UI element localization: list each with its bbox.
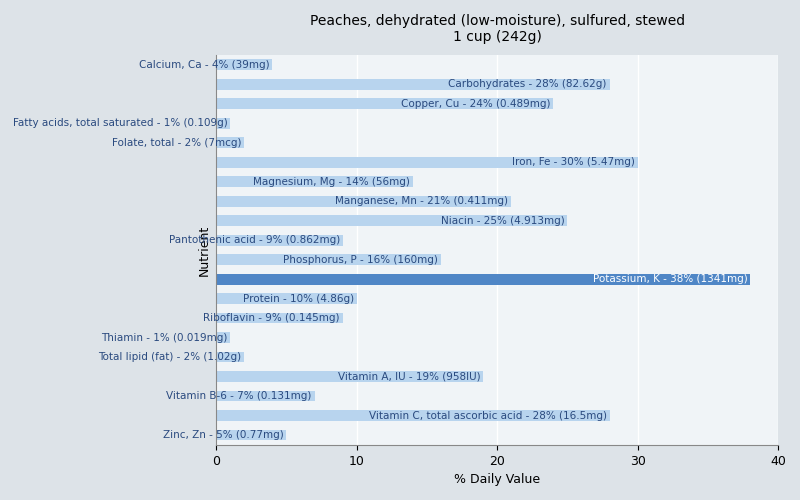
- X-axis label: % Daily Value: % Daily Value: [454, 473, 540, 486]
- Text: Folate, total - 2% (7mcg): Folate, total - 2% (7mcg): [112, 138, 242, 147]
- Text: Riboflavin - 9% (0.145mg): Riboflavin - 9% (0.145mg): [203, 313, 340, 323]
- Text: Vitamin C, total ascorbic acid - 28% (16.5mg): Vitamin C, total ascorbic acid - 28% (16…: [369, 410, 606, 420]
- Bar: [216, 98, 554, 109]
- Text: Pantothenic acid - 9% (0.862mg): Pantothenic acid - 9% (0.862mg): [169, 235, 340, 245]
- Bar: [216, 294, 357, 304]
- Title: Peaches, dehydrated (low-moisture), sulfured, stewed
1 cup (242g): Peaches, dehydrated (low-moisture), sulf…: [310, 14, 685, 44]
- Bar: [216, 79, 610, 90]
- Text: Copper, Cu - 24% (0.489mg): Copper, Cu - 24% (0.489mg): [401, 98, 550, 108]
- Text: Protein - 10% (4.86g): Protein - 10% (4.86g): [242, 294, 354, 304]
- Text: Zinc, Zn - 5% (0.77mg): Zinc, Zn - 5% (0.77mg): [163, 430, 284, 440]
- Text: Magnesium, Mg - 14% (56mg): Magnesium, Mg - 14% (56mg): [254, 176, 410, 186]
- Text: Fatty acids, total saturated - 1% (0.109g): Fatty acids, total saturated - 1% (0.109…: [13, 118, 227, 128]
- Bar: [216, 371, 483, 382]
- Bar: [216, 138, 244, 148]
- Bar: [216, 390, 314, 402]
- Bar: [216, 118, 230, 128]
- Text: Iron, Fe - 30% (5.47mg): Iron, Fe - 30% (5.47mg): [512, 157, 635, 167]
- Bar: [216, 157, 638, 168]
- Text: Calcium, Ca - 4% (39mg): Calcium, Ca - 4% (39mg): [139, 60, 270, 70]
- Text: Carbohydrates - 28% (82.62g): Carbohydrates - 28% (82.62g): [449, 79, 606, 89]
- Text: Total lipid (fat) - 2% (1.02g): Total lipid (fat) - 2% (1.02g): [98, 352, 242, 362]
- Text: Potassium, K - 38% (1341mg): Potassium, K - 38% (1341mg): [593, 274, 747, 284]
- Text: Phosphorus, P - 16% (160mg): Phosphorus, P - 16% (160mg): [283, 254, 438, 264]
- Bar: [216, 196, 511, 206]
- Bar: [216, 235, 342, 246]
- Bar: [216, 216, 567, 226]
- Text: Vitamin B-6 - 7% (0.131mg): Vitamin B-6 - 7% (0.131mg): [166, 391, 312, 401]
- Y-axis label: Nutrient: Nutrient: [198, 224, 210, 276]
- Bar: [216, 274, 750, 284]
- Text: Niacin - 25% (4.913mg): Niacin - 25% (4.913mg): [441, 216, 565, 226]
- Bar: [216, 430, 286, 440]
- Bar: [216, 60, 273, 70]
- Bar: [216, 352, 244, 362]
- Text: Manganese, Mn - 21% (0.411mg): Manganese, Mn - 21% (0.411mg): [335, 196, 509, 206]
- Bar: [216, 410, 610, 421]
- Bar: [216, 254, 441, 265]
- Text: Thiamin - 1% (0.019mg): Thiamin - 1% (0.019mg): [101, 332, 227, 342]
- Text: Vitamin A, IU - 19% (958IU): Vitamin A, IU - 19% (958IU): [338, 372, 480, 382]
- Bar: [216, 176, 413, 187]
- Bar: [216, 332, 230, 343]
- Bar: [216, 313, 342, 324]
